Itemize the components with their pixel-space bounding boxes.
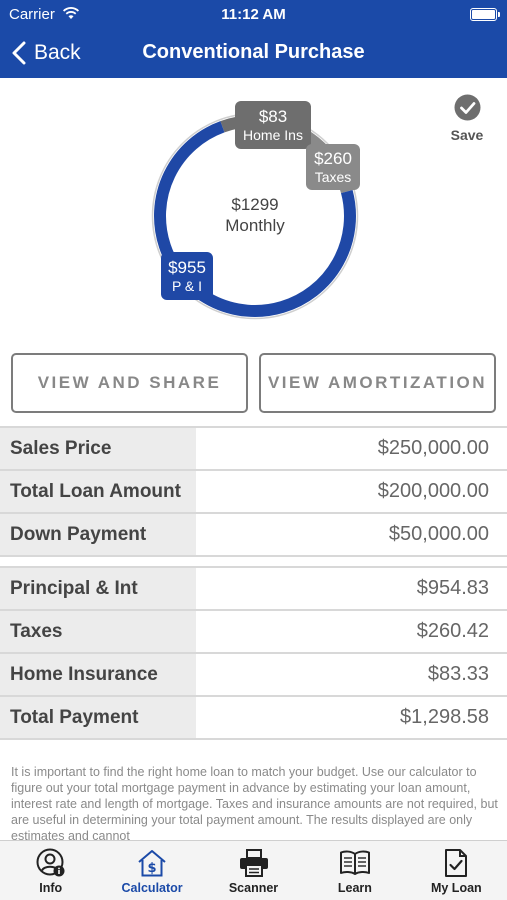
row-value: $260.42: [416, 620, 489, 642]
printer-icon: [239, 849, 268, 877]
view-amortization-button[interactable]: VIEW AMORTIZATION: [259, 353, 496, 413]
donut-slice-p-i: [154, 121, 356, 317]
row-value: $83.33: [427, 663, 489, 685]
row-label: Sales Price: [0, 428, 196, 469]
tab-label: My Loan: [430, 881, 482, 895]
status-time: 11:12 AM: [221, 6, 286, 23]
taxes-amount: $260: [314, 149, 352, 168]
view-and-share-button[interactable]: VIEW AND SHARE: [11, 353, 248, 413]
chevron-left-icon: [12, 41, 26, 65]
principal-interest-amount: $955: [168, 258, 206, 277]
battery-icon: [470, 8, 500, 21]
taxes-label: Taxes: [314, 169, 352, 186]
person-info-icon: [36, 848, 65, 877]
row-value: $250,000.00: [377, 437, 489, 459]
svg-text:$: $: [148, 861, 157, 876]
tab-label: Info: [39, 881, 63, 895]
loan-summary-table: Sales Price $250,000.00 Total Loan Amoun…: [0, 426, 507, 557]
table-row: Down Payment $50,000.00: [0, 514, 507, 557]
document-check-icon: [445, 849, 468, 877]
tab-bar: Info $ Calculator Scanner Lea: [0, 840, 507, 900]
back-button[interactable]: Back: [12, 38, 81, 68]
row-label: Principal & Int: [0, 568, 196, 609]
table-row: Principal & Int $954.83: [0, 568, 507, 611]
tab-my-loan[interactable]: My Loan: [406, 841, 507, 900]
home-insurance-amount: $83: [258, 107, 288, 126]
disclaimer-text: It is important to find the right home l…: [11, 765, 498, 840]
tab-label: Calculator: [121, 881, 183, 895]
page-title: Conventional Purchase: [142, 41, 365, 63]
chart-center-label: Monthly: [225, 216, 285, 235]
carrier-label: Carrier: [9, 6, 55, 23]
table-row: Taxes $260.42: [0, 611, 507, 654]
book-icon: [339, 850, 370, 875]
checkmark-circle-icon: [454, 94, 480, 121]
tab-info[interactable]: Info: [0, 841, 101, 900]
tab-label: Scanner: [228, 881, 279, 895]
table-row: Total Payment $1,298.58: [0, 697, 507, 740]
principal-interest-callout: $955 P & I: [161, 252, 213, 300]
row-value: $50,000.00: [388, 523, 489, 545]
payment-breakdown-table: Principal & Int $954.83 Taxes $260.42 Ho…: [0, 566, 507, 740]
back-label: Back: [34, 41, 81, 64]
taxes-callout: $260 Taxes: [306, 144, 360, 190]
row-value: $1,298.58: [400, 706, 489, 728]
home-insurance-label: Home Ins: [243, 127, 303, 144]
house-dollar-icon: $: [138, 850, 166, 877]
row-label: Total Loan Amount: [0, 471, 196, 512]
tab-label: Learn: [337, 881, 372, 895]
row-value: $954.83: [416, 577, 489, 599]
row-label: Taxes: [0, 611, 196, 652]
chart-center-amount: $1299: [231, 195, 279, 214]
row-label: Total Payment: [0, 697, 196, 738]
row-value: $200,000.00: [377, 480, 489, 502]
save-button[interactable]: Save: [447, 94, 487, 143]
navigation-bar: Back Conventional Purchase: [0, 28, 507, 78]
table-row: Sales Price $250,000.00: [0, 428, 507, 471]
status-bar: Carrier 11:12 AM: [0, 0, 507, 28]
tab-scanner[interactable]: Scanner: [203, 841, 304, 900]
table-row: Home Insurance $83.33: [0, 654, 507, 697]
tab-learn[interactable]: Learn: [304, 841, 405, 900]
save-label: Save: [450, 127, 484, 143]
tab-calculator[interactable]: $ Calculator: [101, 841, 202, 900]
row-label: Home Insurance: [0, 654, 196, 695]
wifi-icon: [62, 6, 80, 24]
row-label: Down Payment: [0, 514, 196, 555]
table-row: Total Loan Amount $200,000.00: [0, 471, 507, 514]
principal-interest-label: P & I: [171, 278, 203, 295]
home-insurance-callout: $83 Home Ins: [235, 101, 311, 149]
payment-chart: $1299 Monthly $83 Home Ins $260 Taxes $9…: [0, 78, 507, 340]
